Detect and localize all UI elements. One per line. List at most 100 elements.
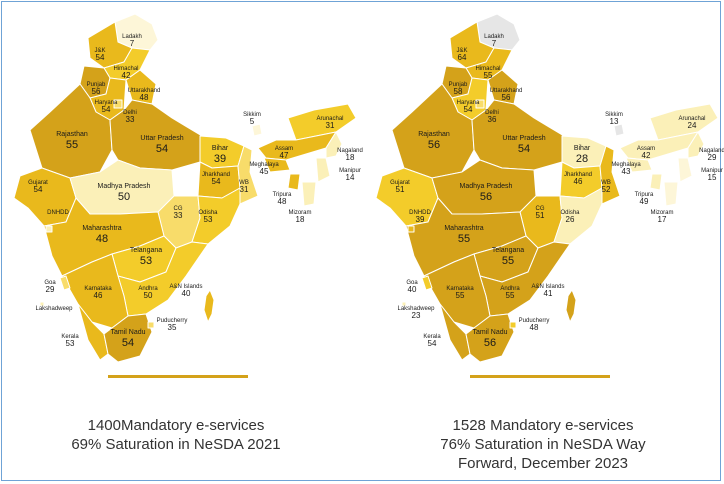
state-value: 46: [94, 291, 103, 300]
state-name: Ladakh: [484, 34, 504, 40]
state-wb: [599, 145, 621, 205]
state-value: 54: [428, 339, 437, 348]
state-name: Sikkim: [605, 112, 623, 118]
state-value: 13: [610, 117, 619, 126]
state-lakshadweep: [39, 301, 45, 307]
state-value: 56: [428, 139, 440, 151]
state-tripura: [649, 173, 663, 191]
state-meghalaya: [625, 157, 653, 173]
state-value: 48: [140, 93, 149, 102]
state-value: 33: [126, 115, 135, 124]
state-name: Rajasthan: [418, 131, 450, 138]
caption-line-1: 1400Mandatory e-services: [87, 417, 265, 434]
state-value: 54: [464, 105, 473, 114]
state-value: 55: [506, 291, 515, 300]
state-value: 50: [118, 191, 130, 203]
state-uttarakhand: [125, 69, 157, 105]
state-value: 45: [260, 167, 269, 176]
state-meghalaya: [263, 157, 291, 173]
state-name: Karnataka: [446, 286, 474, 292]
state-name: Gujarat: [28, 180, 48, 186]
state-value: 36: [488, 115, 497, 124]
state-manipur: [315, 157, 331, 183]
state-value: 43: [622, 167, 631, 176]
state-name: J&K: [94, 48, 105, 54]
state-tn: [465, 313, 515, 363]
state-name: CG: [174, 206, 183, 212]
state-value: 41: [544, 289, 553, 298]
state-name: Assam: [275, 146, 293, 152]
state-value: 47: [280, 151, 289, 160]
state-name: Delhi: [485, 110, 499, 116]
state-gujarat: [375, 167, 439, 227]
state-name: Mizoram: [650, 210, 673, 216]
caption-2023: 1528 Mandatory e-services 76% Saturation…: [393, 416, 693, 473]
state-value: 54: [212, 177, 221, 186]
state-name: Kerala: [423, 334, 441, 340]
state-name: Lakshadweep: [397, 306, 435, 312]
state-value: 15: [708, 173, 717, 182]
state-odisha: [553, 187, 603, 245]
state-nagaland: [325, 131, 343, 159]
state-name: Uttarakhand: [128, 88, 161, 94]
state-value: 55: [456, 291, 465, 300]
map-panel-2023: Ladakh 7 J&K 64 Himachal 55 Punjab 58 Uttarakhan…: [362, 0, 724, 484]
state-value: 24: [688, 121, 697, 130]
state-name: Odisha: [198, 210, 218, 216]
state-label-dnh: DNHDD: [47, 210, 69, 216]
state-name: Tamil Nadu: [110, 329, 145, 336]
state-value: 49: [640, 197, 649, 206]
state-value: 64: [458, 53, 467, 62]
state-name: Haryana: [457, 100, 480, 106]
state-name: Odisha: [560, 210, 580, 216]
state-value: 48: [530, 323, 539, 332]
state-value: 54: [518, 143, 530, 155]
state-name: Arunachal: [316, 116, 343, 122]
state-name: Rajasthan: [56, 131, 88, 138]
state-name: DNHDD: [47, 210, 69, 216]
state-name: Himachal: [475, 66, 500, 72]
state-name: Andhra: [138, 286, 158, 292]
state-value: 42: [122, 71, 131, 80]
state-value: 18: [296, 215, 305, 224]
state-uttarakhand: [487, 69, 519, 105]
state-name: Jharkhand: [564, 172, 592, 178]
state-value: 14: [346, 173, 355, 182]
state-value: 56: [502, 93, 511, 102]
state-name: Mizoram: [288, 210, 311, 216]
state-value: 56: [480, 191, 492, 203]
caption-line-2: 69% Saturation in NeSDA 2021: [71, 436, 281, 453]
state-value: 51: [396, 185, 405, 194]
state-name: Assam: [637, 146, 655, 152]
state-name: Tripura: [635, 192, 654, 198]
state-name: Gujarat: [390, 180, 410, 186]
state-name: Karnataka: [84, 286, 112, 292]
state-nagaland: [687, 131, 705, 159]
